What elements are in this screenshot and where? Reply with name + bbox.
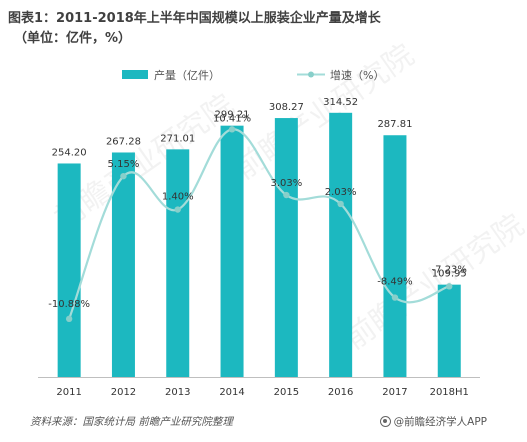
- bar-label-2013: 271.01: [160, 133, 195, 144]
- bar-label-2016: 314.52: [323, 97, 358, 108]
- growth-line: [65, 126, 453, 323]
- brand-credit: @前瞻经济学人APP: [379, 414, 487, 429]
- growth-label-2015: 3.03%: [270, 178, 302, 189]
- growth-point-2016: [337, 200, 344, 208]
- growth-label-2013: 1.40%: [162, 192, 194, 203]
- bar-labels: 254.20 267.28 271.01 299.21 308.27 314.52 287.…: [52, 97, 467, 280]
- legend-label-bar: 产量（亿件）: [154, 68, 220, 82]
- bar-label-2014: 299.21: [215, 110, 250, 121]
- growth-label-2018H1: -7.23%: [432, 264, 467, 275]
- bar-2012: [111, 152, 135, 377]
- legend-swatch-bar: [122, 70, 148, 79]
- growth-label-2011: -10.88%: [48, 299, 90, 310]
- x-tick-2013: 2013: [165, 387, 190, 398]
- source-note: 资料来源：国家统计局 前瞻产业研究院整理: [30, 416, 233, 428]
- x-tick-2011: 2011: [56, 387, 81, 398]
- x-tick-2017: 2017: [382, 387, 407, 398]
- growth-point-2012: [120, 172, 127, 180]
- growth-point-2017: [391, 294, 399, 301]
- title-line2: （单位：亿件，%）: [14, 31, 132, 46]
- bar-label-2012: 267.28: [106, 136, 141, 147]
- x-tick-2015: 2015: [274, 387, 299, 398]
- chart-title: 图表1：2011-2018年上半年中国规模以上服装企业产量及增长 （单位：亿件，…: [8, 9, 520, 49]
- bar-2017: [383, 135, 407, 377]
- bar-2014: [220, 125, 244, 377]
- bar-label-2018H1: 109.95: [432, 269, 467, 280]
- growth-labels: -10.88% 5.15% 1.40% 10.41% 3.03% 2.03% -8.49% -…: [48, 113, 467, 309]
- bar-label-2017: 287.81: [377, 119, 412, 130]
- x-tick-2016: 2016: [328, 387, 353, 398]
- growth-label-2016: 2.03%: [325, 187, 357, 198]
- growth-point-2013: [174, 206, 181, 213]
- brand-icon: [379, 416, 391, 427]
- bar-2011: [57, 163, 81, 377]
- x-axis: 2011 2012 2013 2014 2015 2016 2017 2018H1: [38, 377, 480, 398]
- x-tick-2018H1: 2018H1: [430, 387, 469, 398]
- title-line1: 图表1：2011-2018年上半年中国规模以上服装企业产量及增长: [8, 11, 381, 26]
- bar-2015: [274, 118, 298, 378]
- watermark-text-2: 前瞻产业研究院: [339, 208, 527, 357]
- bar-2016: [329, 112, 353, 378]
- bar-2018H1: [437, 284, 461, 377]
- growth-point-2011: [65, 315, 73, 323]
- growth-label-2017: -8.49%: [377, 277, 412, 288]
- brand-text: @前瞻经济学人APP: [393, 416, 487, 428]
- growth-point-2018H1: [446, 283, 453, 290]
- bar-label-2011: 254.20: [52, 147, 87, 158]
- growth-point-2014: [228, 126, 236, 133]
- bar-2013: [166, 149, 190, 377]
- legend: 产量（亿件） 增速（%）: [122, 68, 384, 82]
- growth-label-2014: 10.41%: [213, 113, 251, 124]
- growth-label-2012: 5.15%: [108, 159, 140, 170]
- x-tick-2012: 2012: [111, 387, 136, 398]
- x-tick-2014: 2014: [219, 387, 244, 398]
- legend-swatch-marker: [308, 71, 314, 78]
- bar-label-2015: 308.27: [269, 102, 304, 113]
- legend-label-line: 增速（%）: [330, 68, 384, 82]
- growth-point-2015: [283, 191, 290, 199]
